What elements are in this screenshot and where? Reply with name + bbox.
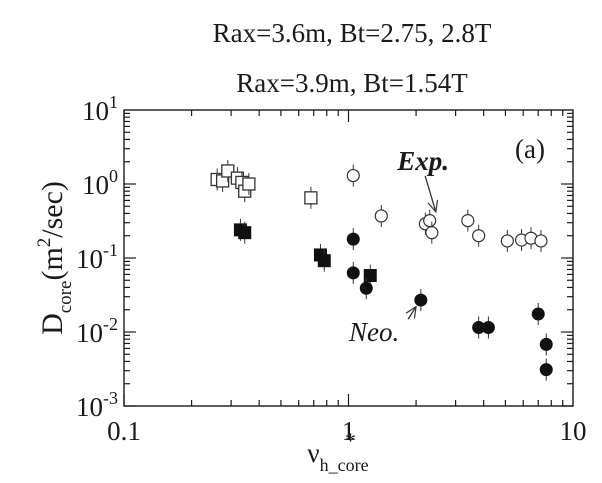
series-filled-circle — [346, 228, 553, 381]
y-axis-label-open: (m — [36, 247, 69, 280]
y-tick-label-base: 10 — [76, 392, 103, 422]
x-axis-label-sub: h_core — [320, 455, 369, 475]
annotation-label: Exp. — [396, 146, 449, 176]
point-filled-square — [317, 254, 331, 268]
point-filled-circle — [539, 363, 553, 377]
point-filled-circle — [346, 266, 360, 280]
point-open-circle — [374, 209, 388, 223]
y-axis-label: Dcore(m2/sec) — [34, 181, 76, 335]
axis-ticks — [123, 110, 573, 407]
point-filled-circle — [481, 321, 495, 335]
point-filled-circle — [414, 293, 428, 307]
point-open-circle — [461, 214, 475, 228]
x-tick-labels: 0.1 1 10 — [107, 416, 586, 446]
y-tick-label-exponent: 0 — [109, 166, 118, 186]
y-tick-label-exponent: -2 — [103, 314, 118, 334]
y-tick-label: 10-3 — [76, 388, 118, 422]
y-tick-label-base: 10 — [82, 96, 109, 126]
annotations: Exp. Neo. — [348, 146, 449, 347]
point-open-square — [304, 191, 318, 205]
y-axis-label-close: /sec) — [36, 181, 69, 238]
x-axis-label-main: ν — [307, 438, 319, 468]
point-filled-square — [238, 226, 252, 240]
y-tick-label: 101 — [82, 92, 118, 126]
y-tick-label-base: 10 — [76, 244, 103, 274]
y-tick-label: 10-2 — [76, 314, 118, 348]
header-line-2: Rax=3.9m, Bt=1.54T — [236, 68, 468, 98]
x-axis-label-sup: * — [345, 428, 356, 453]
y-tick-label-base: 10 — [82, 170, 109, 200]
point-filled-circle — [346, 232, 360, 246]
point-filled-square — [363, 269, 377, 283]
point-open-circle — [500, 234, 514, 248]
series-open-square — [210, 159, 318, 209]
y-tick-label-exponent: -3 — [103, 388, 118, 408]
annotation-label: Neo. — [348, 317, 399, 347]
annotation-arrow — [424, 175, 436, 212]
point-open-circle — [534, 234, 548, 248]
point-filled-circle — [539, 337, 553, 351]
panel-label: (a) — [515, 134, 545, 164]
y-tick-label: 100 — [82, 166, 118, 200]
point-open-circle — [346, 168, 360, 183]
annotation-arrow — [408, 307, 416, 320]
point-filled-circle — [359, 281, 373, 295]
y-axis-label-sup: 2 — [34, 238, 55, 248]
data-series — [210, 159, 553, 381]
point-open-circle — [423, 214, 437, 228]
y-tick-label-exponent: 1 — [109, 92, 118, 112]
y-tick-label-base: 10 — [76, 318, 103, 348]
y-tick-label-exponent: -1 — [103, 240, 118, 260]
x-tick-label: 1 — [342, 416, 356, 446]
point-filled-circle — [531, 307, 545, 321]
y-tick-label: 10-1 — [76, 240, 118, 274]
y-axis-label-sub: core — [55, 281, 76, 314]
point-open-square — [242, 177, 256, 191]
plot-frame — [123, 109, 574, 407]
point-open-circle — [472, 229, 486, 243]
header-line-1: Rax=3.6m, Bt=2.75, 2.8T — [213, 18, 492, 48]
point-open-circle — [425, 226, 439, 240]
x-axis-label: νh_core — [307, 438, 368, 475]
x-tick-label: 0.1 — [107, 416, 141, 446]
series-open-circle — [346, 164, 548, 252]
series-filled-square — [233, 218, 377, 287]
y-axis-label-main: D — [36, 313, 69, 335]
x-tick-label: 10 — [560, 416, 587, 446]
